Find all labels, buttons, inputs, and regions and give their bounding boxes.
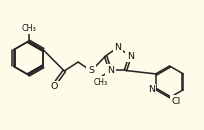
Text: S: S: [88, 66, 94, 75]
Text: CH₃: CH₃: [93, 78, 107, 87]
Text: N: N: [147, 85, 154, 94]
Text: N: N: [114, 43, 121, 52]
Text: N: N: [106, 66, 113, 75]
Text: O: O: [50, 82, 58, 91]
Text: Cl: Cl: [171, 97, 180, 106]
Text: CH₃: CH₃: [21, 24, 36, 33]
Text: N: N: [126, 52, 133, 61]
